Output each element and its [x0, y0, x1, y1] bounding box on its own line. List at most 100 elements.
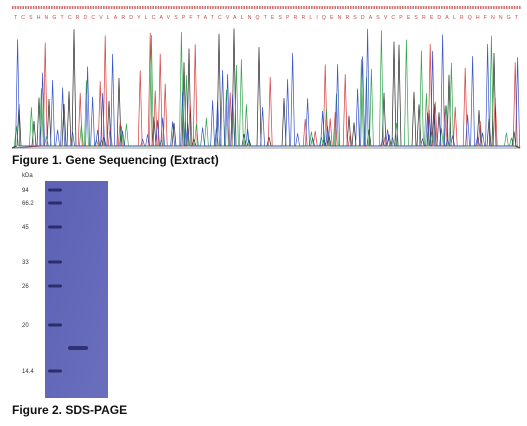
base-glyph	[272, 6, 274, 9]
base-glyph	[105, 6, 108, 9]
marker-label: 26	[22, 284, 29, 290]
base-glyph	[246, 6, 248, 9]
sample-band	[68, 346, 88, 350]
base-glyph	[402, 6, 404, 9]
base-glyph	[118, 6, 121, 9]
base-glyph	[188, 6, 191, 9]
base-glyph	[92, 6, 95, 9]
base-glyph	[103, 6, 105, 9]
base-glyph	[318, 6, 321, 9]
base-glyph	[360, 6, 362, 9]
base-glyph	[389, 6, 391, 9]
base-glyph	[448, 6, 451, 9]
base-glyph	[240, 6, 243, 9]
base-glyph	[64, 6, 66, 9]
base-glyph	[134, 6, 136, 9]
base-glyph	[438, 6, 440, 9]
base-glyph	[40, 6, 43, 9]
base-glyph	[196, 6, 199, 9]
base-glyph	[157, 6, 160, 9]
base-glyph	[290, 6, 292, 9]
unit-label: kDa	[22, 173, 33, 179]
figure-caption: Figure 1. Gene Sequencing (Extract)	[12, 153, 219, 167]
base-glyph	[178, 6, 180, 9]
base-glyph	[420, 6, 422, 9]
protein-sequence-row: TCSHNGTCRDCVLARDYLCAVSPFTATCVALNQTESPRRL…	[14, 15, 519, 21]
base-glyph	[404, 6, 407, 9]
figure-caption: Figure 2. SDS-PAGE	[12, 403, 128, 417]
base-glyph	[74, 6, 76, 9]
base-glyph	[329, 6, 331, 9]
base-glyph	[191, 6, 193, 9]
base-glyph	[316, 6, 318, 9]
base-glyph	[454, 6, 456, 9]
marker-band	[48, 260, 62, 264]
base-glyph	[487, 6, 490, 9]
base-glyph	[235, 6, 238, 9]
base-glyph	[409, 6, 412, 9]
base-glyph	[110, 6, 113, 9]
base-glyph	[500, 6, 503, 9]
base-glyph	[391, 6, 394, 9]
sds-page-gel: kDa 94 66.2 45 33 26 20 14.4	[22, 173, 108, 398]
base-glyph	[251, 6, 253, 9]
base-glyph	[66, 6, 69, 9]
base-glyph	[383, 6, 386, 9]
base-glyph	[149, 6, 152, 9]
base-glyph	[227, 6, 230, 9]
base-glyph	[378, 6, 381, 9]
base-glyph	[287, 6, 290, 9]
base-glyph	[298, 6, 300, 9]
base-glyph	[175, 6, 178, 9]
base-glyph	[160, 6, 162, 9]
base-glyph	[412, 6, 414, 9]
base-glyph	[79, 6, 82, 9]
base-glyph	[30, 6, 32, 9]
base-glyph	[498, 6, 500, 9]
base-glyph	[485, 6, 487, 9]
marker-band	[48, 284, 62, 288]
base-glyph	[508, 6, 511, 9]
base-glyph	[435, 6, 438, 9]
base-glyph	[331, 6, 334, 9]
base-glyph	[441, 6, 443, 9]
base-glyph	[493, 6, 495, 9]
base-glyph	[334, 6, 336, 9]
base-glyph	[230, 6, 232, 9]
base-glyph	[152, 6, 154, 9]
base-glyph	[308, 6, 310, 9]
base-glyph	[324, 6, 326, 9]
base-glyph	[503, 6, 505, 9]
base-glyph	[53, 6, 56, 9]
base-glyph	[100, 6, 102, 9]
dna-sequence-row	[12, 6, 521, 9]
base-glyph	[482, 6, 485, 9]
base-glyph	[313, 6, 316, 9]
base-glyph	[279, 6, 282, 9]
base-glyph	[474, 6, 477, 9]
base-glyph	[467, 6, 469, 9]
base-glyph	[27, 6, 30, 9]
base-glyph	[170, 6, 173, 9]
base-glyph	[456, 6, 459, 9]
base-glyph	[113, 6, 115, 9]
marker-band	[48, 188, 62, 192]
base-glyph	[253, 6, 256, 9]
marker-band	[48, 201, 62, 205]
base-glyph	[519, 6, 521, 9]
base-glyph	[238, 6, 240, 9]
marker-band	[48, 323, 62, 327]
base-glyph	[194, 6, 196, 9]
base-glyph	[326, 6, 329, 9]
base-glyph	[513, 6, 516, 9]
base-glyph	[43, 6, 45, 9]
base-glyph	[155, 6, 157, 9]
base-glyph	[363, 6, 365, 9]
base-glyph	[19, 6, 22, 9]
base-glyph	[394, 6, 396, 9]
base-glyph	[292, 6, 295, 9]
base-glyph	[344, 6, 347, 9]
base-glyph	[38, 6, 40, 9]
base-glyph	[386, 6, 388, 9]
base-glyph	[199, 6, 201, 9]
